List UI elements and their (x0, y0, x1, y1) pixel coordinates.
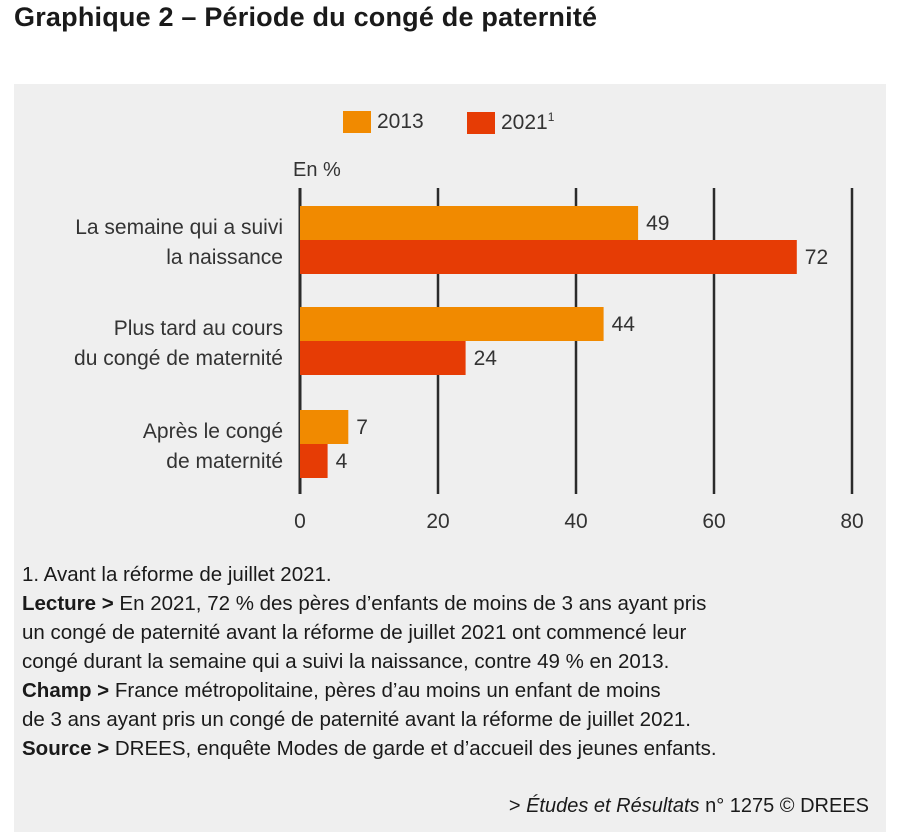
bar-chart: En % 49 72 44 24 74 La semaine qui a suivi la… (74, 159, 864, 533)
chart-notes: 1. Avant la réforme de juillet 2021. Lec… (22, 560, 882, 763)
lecture-line-3: congé durant la semaine qui a suivi la n… (22, 650, 670, 673)
lecture-line-2: un congé de paternité avant la réforme d… (22, 621, 687, 644)
footnote: 1. Avant la réforme de juillet 2021. (22, 563, 332, 586)
source-line: Source > DREES, enquête Modes de garde e… (22, 737, 717, 760)
legend-swatch-2021 (467, 111, 495, 134)
bar-2021-cat3 (300, 444, 328, 478)
lecture-line-1: Lecture > En 2021, 72 % des pères d’enfa… (22, 592, 707, 615)
chart-legend: 2013 20211 (0, 110, 911, 138)
legend-footnote-marker: 1 (547, 110, 555, 124)
value-label-2013-cat1: 49 (646, 212, 669, 235)
bar-2013-cat3 (300, 410, 349, 444)
x-tick-40: 40 (564, 510, 587, 533)
category-label-1-line2: la naissance (166, 246, 283, 269)
bar-2021-cat1 (300, 240, 797, 274)
value-label-2013-cat3: 7 (356, 416, 368, 439)
publication-reference: > Études et Résultats n° 1275 © DREES (508, 795, 869, 817)
champ-line-2: de 3 ans ayant pris un congé de paternit… (22, 708, 691, 731)
legend-label-2013: 2013 (377, 110, 424, 133)
legend-item-2013: 2013 (343, 110, 424, 134)
x-tick-20: 20 (426, 510, 449, 533)
chart-bars: 49 72 44 24 74 (300, 206, 828, 478)
x-tick-0: 0 (294, 510, 306, 533)
category-label-2-line2: du congé de maternité (74, 347, 283, 370)
value-label-2021-cat2: 24 (474, 347, 498, 370)
value-label-2013-cat2: 44 (612, 313, 636, 336)
unit-label: En % (293, 159, 341, 181)
category-labels: La semaine qui a suivi la naissance Plus t… (74, 216, 283, 473)
legend-label-2021: 20211 (501, 110, 555, 134)
category-label-1-line1: La semaine qui a suivi (75, 216, 283, 239)
value-label-2021-cat1: 72 (805, 246, 828, 269)
category-label-3-line1: Après le congé (143, 420, 283, 443)
bar-2013-cat1 (300, 206, 639, 240)
category-label-3-line2: de maternité (166, 450, 283, 473)
x-tick-labels: 0 20 40 60 80 (294, 510, 864, 533)
legend-swatch-2013 (343, 111, 371, 133)
x-tick-80: 80 (840, 510, 863, 533)
page-title: Graphique 2 – Période du congé de patern… (14, 2, 598, 32)
champ-line-1: Champ > France métropolitaine, pères d’a… (22, 679, 661, 702)
bar-2021-cat2 (300, 341, 466, 375)
category-label-2-line1: Plus tard au cours (114, 317, 283, 340)
bar-2013-cat2 (300, 307, 604, 341)
x-tick-60: 60 (702, 510, 725, 533)
legend-item-2021: 20211 (467, 110, 554, 135)
value-label-2021-cat3: 4 (336, 450, 348, 473)
